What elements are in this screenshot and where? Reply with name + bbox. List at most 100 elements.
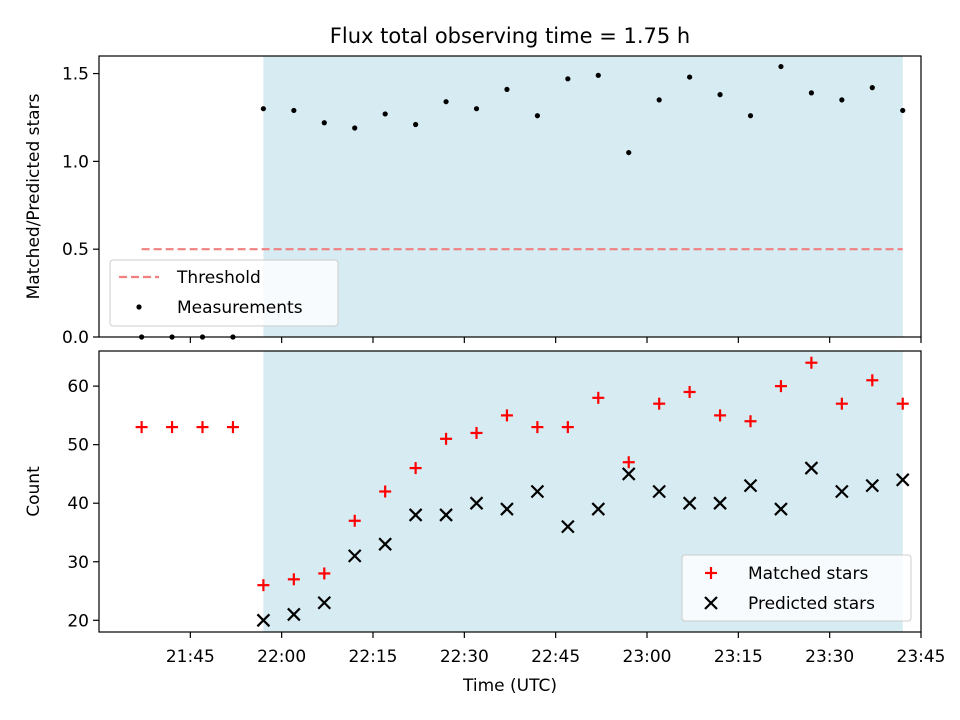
- matched-star-point: [226, 421, 239, 434]
- measurement-point: [869, 85, 875, 91]
- matched-star-point: [653, 397, 666, 410]
- ratio-y-ticks: 0.0 0.5 1.0 1.5: [62, 65, 99, 348]
- predicted-star-point: [895, 473, 910, 487]
- chart-title: Flux total observing time = 1.75 h: [330, 24, 690, 48]
- predicted-star-point: [713, 496, 727, 510]
- matched-star-point: [470, 426, 483, 439]
- count-y-ticks: 20 30 40 50 60: [67, 377, 99, 631]
- measurement-point: [321, 120, 327, 126]
- y-tick-label: 0.0: [62, 328, 89, 348]
- measurement-point: [413, 121, 419, 128]
- matched-star-point: [409, 462, 422, 475]
- count-points: [135, 356, 910, 628]
- predicted-star-point: [469, 496, 484, 510]
- measurement-point: [595, 72, 601, 78]
- matched-star-point: [287, 573, 300, 586]
- predicted-star-point: [347, 549, 362, 563]
- measurement-point: [626, 149, 632, 156]
- x-tick-label: 23:30: [805, 647, 854, 667]
- ratio-panel-frame: [98, 55, 922, 338]
- matched-star-point: [348, 514, 361, 527]
- matched-legend-label: Matched stars: [748, 564, 868, 584]
- threshold-legend-label: Threshold: [176, 268, 261, 288]
- predicted-star-point: [256, 613, 271, 628]
- predicted-star-point: [774, 502, 788, 516]
- measurement-point: [656, 97, 662, 103]
- measurements-legend-swatch: [136, 304, 142, 310]
- y-tick-label: 30: [67, 553, 89, 573]
- count-panel-frame: [98, 350, 922, 633]
- predicted-legend-swatch: [704, 596, 718, 610]
- measurement-point: [534, 113, 541, 119]
- count-x-ticks: 21:45 22:00 22:15 22:30 22:45 23:00 23:15 23:30…: [166, 632, 946, 667]
- measurement-point: [808, 90, 815, 96]
- y-tick-label: 1.0: [62, 152, 89, 172]
- ratio-x-ticks: [189, 337, 922, 343]
- measurement-point: [260, 106, 266, 112]
- matched-star-point: [440, 432, 453, 445]
- count-panel: 20 30 40 50 60 21:45 22:00 22:15 22:30 22:45 23:0…: [24, 350, 946, 667]
- predicted-star-point: [621, 467, 636, 481]
- measurement-point: [747, 113, 754, 119]
- matched-star-point: [866, 374, 879, 387]
- measurement-point: [382, 111, 388, 117]
- x-tick-label: 23:15: [714, 647, 763, 667]
- measurement-point: [291, 107, 297, 114]
- matched-star-point: [744, 415, 757, 428]
- count-legend: Matched stars Predicted stars: [681, 554, 912, 622]
- observing-window-shade: [263, 56, 903, 337]
- predicted-star-point: [408, 508, 423, 522]
- count-y-axis-label: Count: [24, 466, 44, 517]
- measurement-point: [565, 76, 571, 82]
- matched-star-point: [896, 397, 909, 410]
- measurement-point: [717, 92, 723, 98]
- predicted-star-point: [500, 502, 514, 516]
- matched-star-point: [531, 421, 544, 434]
- measurement-point: [443, 99, 449, 105]
- predicted-star-point: [378, 537, 392, 551]
- ratio-panel: 0.0 0.5 1.0 1.5 Matched/Predicted stars Thr…: [24, 55, 922, 348]
- measurement-point: [504, 86, 510, 92]
- measurement-point: [839, 97, 845, 103]
- x-tick-label: 23:45: [897, 647, 946, 667]
- measurement-point: [900, 107, 906, 114]
- measurement-point: [778, 63, 784, 70]
- predicted-star-point: [530, 484, 545, 499]
- predicted-star-point: [865, 478, 880, 493]
- predicted-star-point: [743, 478, 758, 493]
- matched-star-point: [561, 421, 574, 434]
- matched-star-point: [805, 356, 818, 369]
- y-tick-label: 20: [67, 611, 89, 631]
- matched-star-point: [500, 409, 513, 422]
- x-tick-label: 23:00: [623, 647, 672, 667]
- y-tick-label: 1.5: [62, 65, 89, 85]
- matched-star-point: [714, 409, 727, 422]
- matched-star-point: [835, 397, 848, 410]
- measurement-points: [139, 63, 906, 340]
- matched-star-point: [774, 380, 787, 393]
- predicted-star-point: [652, 484, 666, 499]
- x-tick-label: 22:30: [440, 647, 489, 667]
- predicted-star-point: [682, 496, 697, 510]
- ratio-legend-box: [109, 259, 339, 327]
- predicted-star-point: [804, 461, 819, 475]
- x-tick-label: 21:45: [166, 647, 215, 667]
- matched-star-point: [257, 579, 270, 592]
- matched-star-point: [166, 421, 179, 434]
- predicted-star-point: [287, 607, 301, 622]
- ratio-y-axis-label: Matched/Predicted stars: [24, 93, 44, 299]
- x-tick-label: 22:00: [257, 647, 306, 667]
- matched-star-point: [196, 421, 209, 434]
- matched-legend-swatch: [705, 567, 717, 579]
- predicted-star-point: [439, 508, 453, 522]
- y-tick-label: 60: [67, 377, 89, 397]
- matched-star-point: [622, 456, 635, 469]
- measurement-point: [473, 106, 480, 112]
- x-axis-label: Time (UTC): [462, 676, 557, 696]
- predicted-star-point: [317, 595, 332, 610]
- matched-star-point: [135, 421, 148, 434]
- predicted-star-point: [591, 502, 606, 516]
- matched-star-point: [683, 385, 696, 398]
- count-legend-box: [681, 554, 912, 622]
